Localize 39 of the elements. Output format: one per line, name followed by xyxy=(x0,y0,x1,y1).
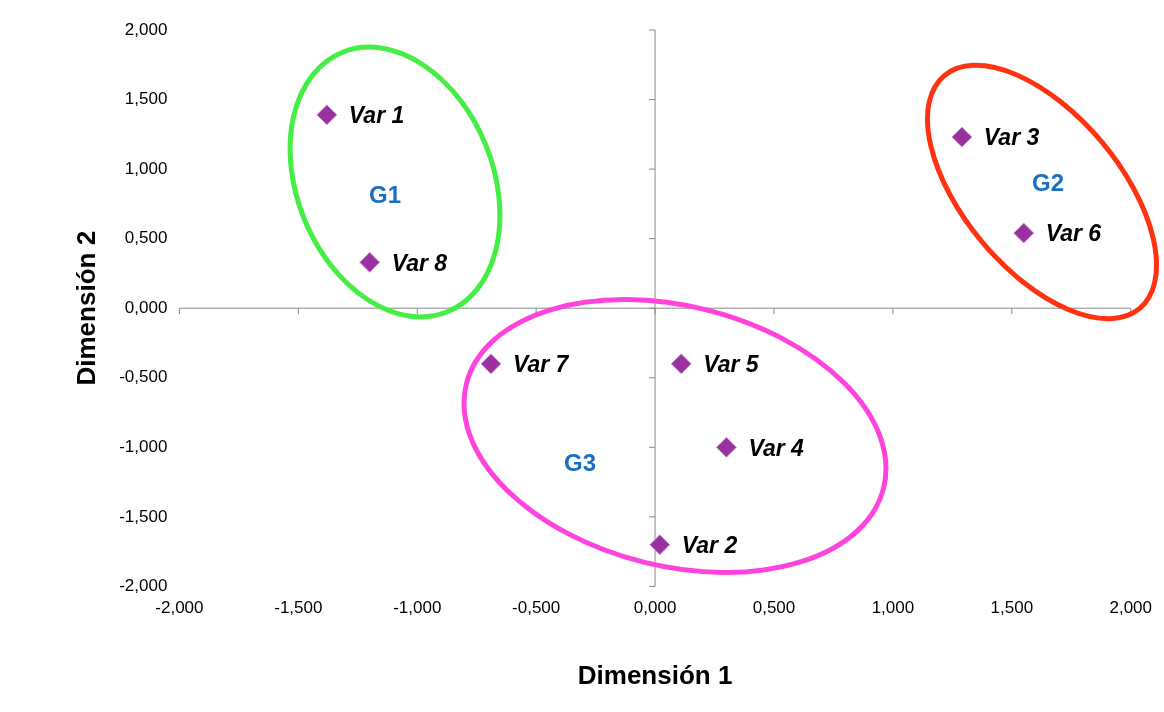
annotation: Var 8 xyxy=(391,249,448,276)
annotation: Var 3 xyxy=(983,124,1040,151)
point xyxy=(1013,222,1035,244)
x-tick-label: 1,000 xyxy=(871,598,915,618)
x-tick-label: 2,000 xyxy=(1109,598,1152,618)
y-tick-label: -1,000 xyxy=(119,436,168,456)
y-tick-label: 0,000 xyxy=(124,297,168,317)
annotation: G1 xyxy=(368,181,402,209)
y-tick-label: 1,000 xyxy=(124,158,168,178)
point xyxy=(670,353,692,375)
x-tick-label: 1,500 xyxy=(990,598,1034,618)
point xyxy=(480,353,502,375)
point xyxy=(715,436,737,458)
point xyxy=(316,104,338,126)
y-tick-label: 2,000 xyxy=(124,19,168,39)
point xyxy=(649,534,671,556)
y-axis-title: Dimensión 2 xyxy=(70,230,101,386)
annotation: Var 1 xyxy=(348,102,405,129)
x-tick-label: -2,000 xyxy=(155,598,204,618)
x-tick-label: -1,500 xyxy=(274,598,323,618)
y-tick-label: 0,500 xyxy=(124,228,168,248)
annotation: Var 2 xyxy=(681,532,738,559)
annotation: Var 5 xyxy=(703,351,760,378)
point xyxy=(951,126,973,148)
x-tick-label: 0,500 xyxy=(752,598,796,618)
annotation: Var 7 xyxy=(512,351,570,378)
x-tick-label: -0,500 xyxy=(512,598,561,618)
y-tick-label: -1,500 xyxy=(119,506,168,526)
annotation: G3 xyxy=(563,449,597,477)
annotation: G2 xyxy=(1031,169,1065,197)
y-tick-label: -2,000 xyxy=(119,576,168,596)
point xyxy=(359,251,381,273)
x-tick-label: 0,000 xyxy=(633,598,677,618)
annotation: Var 6 xyxy=(1045,220,1102,247)
annotation: Var 4 xyxy=(748,434,805,461)
x-tick-label: -1,000 xyxy=(393,598,442,618)
x-axis-title: Dimensión 1 xyxy=(577,659,733,690)
y-tick-label: -0,500 xyxy=(119,367,168,387)
y-tick-label: 1,500 xyxy=(124,89,168,109)
